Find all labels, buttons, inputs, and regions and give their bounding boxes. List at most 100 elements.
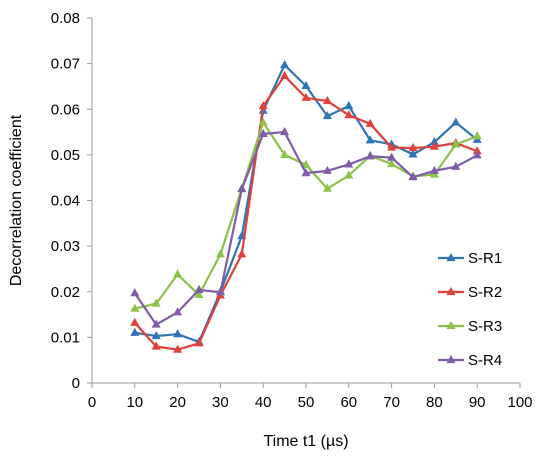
x-tick-label: 0: [88, 394, 96, 411]
data-point: [472, 150, 482, 159]
data-point: [322, 165, 332, 174]
data-point: [322, 183, 332, 192]
x-tick-label: 90: [469, 394, 486, 411]
y-tick-label: 0.05: [51, 147, 80, 164]
data-point: [173, 307, 183, 316]
data-point: [301, 168, 311, 177]
data-point: [173, 329, 183, 338]
x-axis-title: Time t1 (µs): [263, 433, 348, 450]
x-tick-label: 10: [126, 394, 143, 411]
data-point: [258, 117, 268, 126]
legend-swatch-marker: [446, 252, 456, 262]
series-line-s-r1: [134, 63, 478, 344]
data-point: [365, 118, 375, 127]
data-point: [429, 165, 439, 174]
data-point: [130, 317, 140, 326]
data-point: [258, 128, 268, 137]
data-point: [387, 152, 397, 161]
data-point: [344, 170, 354, 179]
data-point: [451, 161, 461, 170]
data-point: [130, 288, 140, 297]
x-axis-ticks: 0 10 20 30 40 50 60 70 80 90 100: [88, 383, 533, 411]
data-point: [322, 96, 332, 105]
series-layer: [130, 59, 482, 353]
series-s-r2: [130, 70, 482, 353]
series-s-r1: [130, 59, 482, 346]
data-point: [429, 137, 439, 146]
data-point: [258, 101, 268, 110]
data-point: [215, 287, 225, 296]
data-point: [344, 159, 354, 168]
y-tick-label: 0.01: [51, 329, 80, 346]
y-tick-label: 0.08: [51, 10, 80, 27]
legend-swatch-marker: [446, 286, 456, 296]
data-point: [151, 341, 161, 350]
data-point: [344, 101, 354, 110]
data-point: [173, 269, 183, 278]
data-point: [280, 127, 290, 136]
data-point: [301, 159, 311, 168]
data-point: [151, 298, 161, 307]
data-point: [472, 146, 482, 155]
legend-label: S-R2: [468, 284, 502, 301]
legend-item: S-R2: [438, 284, 502, 301]
x-tick-label: 100: [507, 394, 532, 411]
legend-label: S-R4: [468, 352, 502, 369]
data-point: [451, 117, 461, 126]
data-point: [387, 142, 397, 151]
data-point: [451, 139, 461, 148]
legend-swatch-marker: [446, 354, 456, 364]
data-point: [151, 330, 161, 340]
axes: 0 10 20 30 40 50 60 70 80 90 100 0 0.01 0.02 0.03 0.04…: [51, 10, 533, 411]
x-tick-label: 40: [255, 394, 272, 411]
data-point: [215, 249, 225, 258]
data-point: [365, 135, 375, 144]
data-point: [408, 172, 418, 181]
y-tick-label: 0: [72, 375, 80, 392]
data-point: [365, 151, 375, 160]
data-point: [280, 149, 290, 158]
y-axis-title: Decorrelation coefficient: [8, 114, 25, 286]
data-point: [130, 303, 140, 312]
x-tick-label: 60: [340, 394, 357, 411]
series-s-r4: [130, 127, 482, 328]
y-tick-label: 0.02: [51, 284, 80, 301]
data-point: [387, 158, 397, 168]
x-tick-label: 80: [426, 394, 443, 411]
legend-item: S-R1: [438, 250, 502, 267]
legend-label: S-R3: [468, 318, 502, 335]
data-point: [194, 289, 204, 299]
data-point: [429, 141, 439, 150]
plot-area: [130, 59, 482, 353]
x-tick-label: 50: [298, 394, 315, 411]
data-point: [237, 184, 247, 193]
data-point: [237, 249, 247, 258]
legend-item: S-R3: [438, 318, 502, 335]
data-point: [322, 111, 332, 120]
legend-label: S-R1: [468, 250, 502, 267]
data-point: [194, 338, 204, 347]
series-line-s-r3: [134, 121, 478, 310]
data-point: [472, 131, 482, 140]
data-point: [344, 110, 354, 119]
y-tick-label: 0.03: [51, 238, 80, 255]
data-point: [130, 327, 140, 336]
data-point: [173, 344, 183, 353]
y-tick-label: 0.04: [51, 193, 80, 210]
legend-swatch-marker: [446, 320, 456, 330]
legend-item: S-R4: [438, 352, 502, 369]
x-tick-label: 70: [383, 394, 400, 411]
data-point: [408, 143, 418, 152]
data-point: [301, 92, 311, 101]
y-tick-label: 0.07: [51, 56, 80, 73]
x-tick-label: 30: [212, 394, 229, 411]
data-point: [408, 149, 418, 158]
data-point: [280, 59, 290, 69]
data-point: [280, 70, 290, 80]
y-axis-ticks: 0 0.01 0.02 0.03 0.04 0.05 0.06 0.07 0.08: [51, 10, 92, 392]
y-tick-label: 0.06: [51, 101, 80, 118]
x-tick-label: 20: [169, 394, 186, 411]
data-point: [194, 284, 204, 294]
legend: S-R1 S-R2 S-R3 S-R4: [438, 250, 502, 369]
